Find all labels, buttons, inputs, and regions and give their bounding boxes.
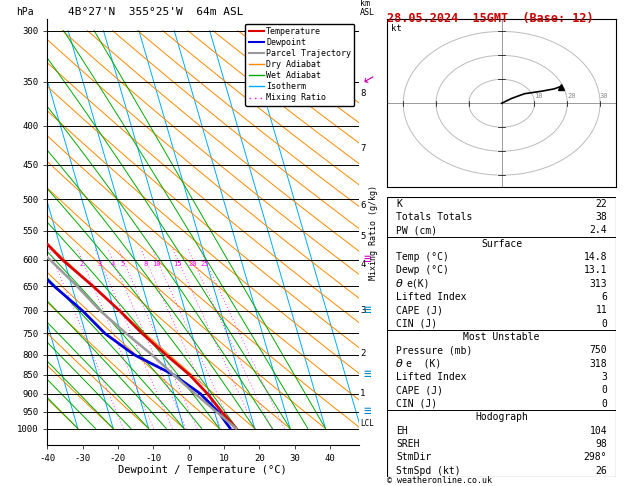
Text: Temp (°C): Temp (°C) <box>396 252 449 262</box>
Text: 8: 8 <box>360 89 365 98</box>
Text: 4: 4 <box>360 260 365 269</box>
Text: StmDir: StmDir <box>396 452 431 462</box>
Text: Surface: Surface <box>481 239 522 248</box>
Text: 313: 313 <box>589 278 607 289</box>
Text: kt: kt <box>391 24 402 34</box>
Text: ←: ← <box>360 71 378 89</box>
Text: e  (K): e (K) <box>406 359 442 369</box>
Text: 6: 6 <box>601 292 607 302</box>
Text: 4: 4 <box>111 261 115 267</box>
Text: K: K <box>396 198 402 208</box>
Text: Hodograph: Hodograph <box>475 412 528 422</box>
Text: 14.8: 14.8 <box>584 252 607 262</box>
Text: © weatheronline.co.uk: © weatheronline.co.uk <box>387 476 492 485</box>
Text: LCL: LCL <box>360 419 374 428</box>
Text: StmSpd (kt): StmSpd (kt) <box>396 466 460 476</box>
Text: 25: 25 <box>201 261 209 267</box>
Text: 3: 3 <box>97 261 102 267</box>
Text: 10: 10 <box>535 93 543 100</box>
Text: Totals Totals: Totals Totals <box>396 212 472 222</box>
Text: 318: 318 <box>589 359 607 369</box>
Text: 11: 11 <box>596 305 607 315</box>
Text: 104: 104 <box>589 426 607 435</box>
Text: EH: EH <box>396 426 408 435</box>
Text: Most Unstable: Most Unstable <box>464 332 540 342</box>
Text: 2.4: 2.4 <box>589 225 607 235</box>
Text: 15: 15 <box>174 261 182 267</box>
Legend: Temperature, Dewpoint, Parcel Trajectory, Dry Adiabat, Wet Adiabat, Isotherm, Mi: Temperature, Dewpoint, Parcel Trajectory… <box>245 24 354 106</box>
Text: km
ASL: km ASL <box>360 0 375 17</box>
Text: Lifted Index: Lifted Index <box>396 372 467 382</box>
Text: 0: 0 <box>601 399 607 409</box>
Text: 22: 22 <box>596 198 607 208</box>
Text: 1: 1 <box>360 388 365 398</box>
Text: 2: 2 <box>360 349 365 359</box>
Text: e(K): e(K) <box>406 278 430 289</box>
Text: 20: 20 <box>189 261 198 267</box>
X-axis label: Dewpoint / Temperature (°C): Dewpoint / Temperature (°C) <box>118 466 287 475</box>
Text: CIN (J): CIN (J) <box>396 319 437 329</box>
Text: ≡: ≡ <box>364 253 371 266</box>
Text: 298°: 298° <box>584 452 607 462</box>
Text: 13.1: 13.1 <box>584 265 607 275</box>
Text: 6: 6 <box>360 201 365 210</box>
Text: hPa: hPa <box>16 7 34 17</box>
Text: 3: 3 <box>601 372 607 382</box>
Text: 0: 0 <box>601 385 607 396</box>
Text: 5: 5 <box>360 232 365 241</box>
Text: 750: 750 <box>589 346 607 355</box>
Text: Mixing Ratio (g/kg): Mixing Ratio (g/kg) <box>369 185 379 279</box>
Text: 2: 2 <box>80 261 84 267</box>
Text: 30: 30 <box>600 93 608 100</box>
Text: ≡: ≡ <box>364 304 371 317</box>
Text: θ: θ <box>396 278 403 289</box>
Text: 20: 20 <box>567 93 576 100</box>
Title: 4B°27'N  355°25'W  64m ASL: 4B°27'N 355°25'W 64m ASL <box>69 7 244 17</box>
Text: ≡: ≡ <box>364 405 371 418</box>
Text: CAPE (J): CAPE (J) <box>396 385 443 396</box>
Text: CAPE (J): CAPE (J) <box>396 305 443 315</box>
Text: 28.05.2024  15GMT  (Base: 12): 28.05.2024 15GMT (Base: 12) <box>387 12 593 25</box>
Text: SREH: SREH <box>396 439 420 449</box>
Text: 7: 7 <box>360 144 365 154</box>
Text: CIN (J): CIN (J) <box>396 399 437 409</box>
Text: θ: θ <box>396 359 403 369</box>
Text: ≡: ≡ <box>364 368 371 382</box>
Text: 8: 8 <box>143 261 148 267</box>
Text: 38: 38 <box>596 212 607 222</box>
Text: 26: 26 <box>596 466 607 476</box>
Text: 3: 3 <box>360 306 365 315</box>
Text: 10: 10 <box>153 261 161 267</box>
Text: PW (cm): PW (cm) <box>396 225 437 235</box>
Text: Dewp (°C): Dewp (°C) <box>396 265 449 275</box>
Text: 5: 5 <box>121 261 125 267</box>
Text: Pressure (mb): Pressure (mb) <box>396 346 472 355</box>
Text: Lifted Index: Lifted Index <box>396 292 467 302</box>
Text: 98: 98 <box>596 439 607 449</box>
Text: 0: 0 <box>601 319 607 329</box>
